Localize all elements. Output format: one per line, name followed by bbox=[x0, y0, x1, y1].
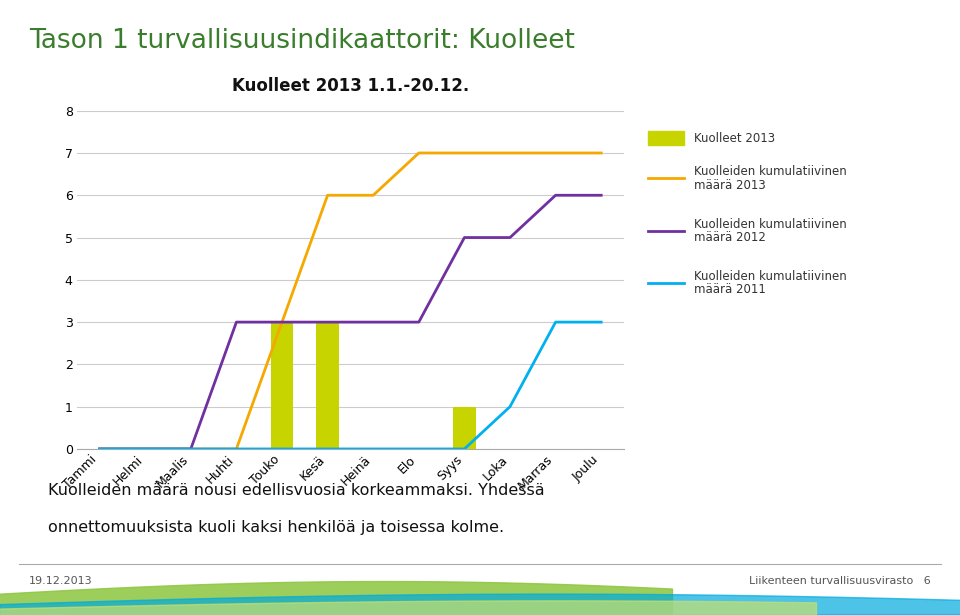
Text: määrä 2011: määrä 2011 bbox=[694, 284, 766, 296]
Bar bbox=[271, 322, 294, 449]
Text: Kuolleiden kumulatiivinen: Kuolleiden kumulatiivinen bbox=[694, 270, 847, 283]
Text: määrä 2012: määrä 2012 bbox=[694, 231, 766, 244]
Text: onnettomuuksista kuoli kaksi henkilöä ja toisessa kolme.: onnettomuuksista kuoli kaksi henkilöä ja… bbox=[48, 520, 504, 534]
Text: Kuolleiden kumulatiivinen: Kuolleiden kumulatiivinen bbox=[694, 218, 847, 231]
Text: Kuolleiden kumulatiivinen: Kuolleiden kumulatiivinen bbox=[694, 165, 847, 178]
Text: Kuolleet 2013 1.1.-20.12.: Kuolleet 2013 1.1.-20.12. bbox=[231, 77, 469, 95]
Text: määrä 2013: määrä 2013 bbox=[694, 179, 766, 192]
Bar bbox=[453, 407, 476, 449]
Text: Tason 1 turvallisuusindikaattorit: Kuolleet: Tason 1 turvallisuusindikaattorit: Kuoll… bbox=[29, 28, 575, 54]
Text: Kuolleet 2013: Kuolleet 2013 bbox=[694, 132, 776, 145]
Text: Kuolleiden määrä nousi edellisvuosia korkeammaksi. Yhdessä: Kuolleiden määrä nousi edellisvuosia kor… bbox=[48, 483, 544, 498]
Bar bbox=[316, 322, 339, 449]
Text: Liikenteen turvallisuusvirasto   6: Liikenteen turvallisuusvirasto 6 bbox=[750, 576, 931, 586]
Text: 19.12.2013: 19.12.2013 bbox=[29, 576, 92, 586]
